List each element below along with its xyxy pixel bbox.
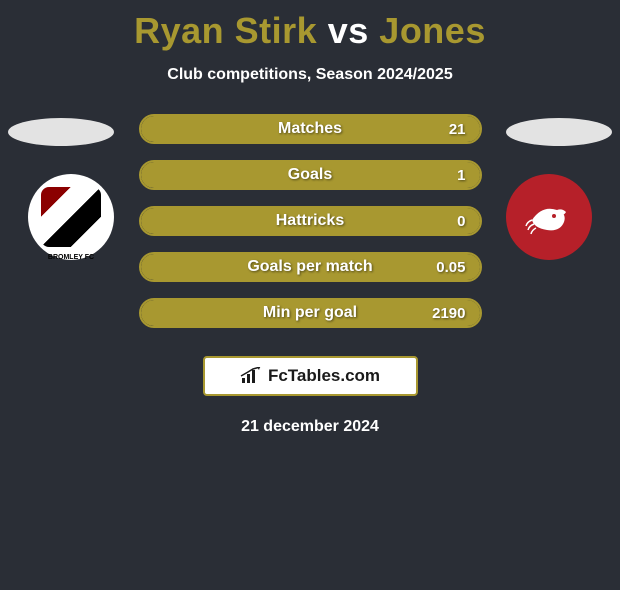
fctables-text: FcTables.com [268, 366, 380, 386]
vs-separator: vs [328, 10, 369, 51]
bar-value: 0 [457, 213, 465, 230]
player2-name: Jones [379, 10, 486, 51]
bar-value: 0.05 [436, 259, 465, 276]
subtitle: Club competitions, Season 2024/2025 [0, 66, 620, 84]
player1-name: Ryan Stirk [134, 10, 317, 51]
bar-label: Goals [141, 166, 480, 184]
stat-bar: Goals1 [139, 160, 482, 190]
club-badge-left [28, 174, 114, 260]
bar-value: 1 [457, 167, 465, 184]
stat-bar: Min per goal2190 [139, 298, 482, 328]
bar-label: Min per goal [141, 304, 480, 322]
bar-label: Matches [141, 120, 480, 138]
stat-bar: Matches21 [139, 114, 482, 144]
bar-label: Hattricks [141, 212, 480, 230]
bromley-crest-icon [41, 187, 101, 247]
stat-bar: Hattricks0 [139, 206, 482, 236]
fctables-logo: FcTables.com [203, 356, 418, 396]
bar-value: 2190 [432, 305, 465, 322]
comparison-title: Ryan Stirk vs Jones [0, 10, 620, 52]
morecambe-crest-icon [522, 190, 576, 244]
bar-label: Goals per match [141, 258, 480, 276]
bar-value: 21 [449, 121, 466, 138]
content-area: Matches21 Goals1 Hattricks0 Goals per match… [0, 114, 620, 436]
player1-ellipse [8, 118, 114, 146]
date-label: 21 december 2024 [0, 418, 620, 436]
stat-bars: Matches21 Goals1 Hattricks0 Goals per match… [139, 114, 482, 328]
chart-icon [240, 367, 262, 385]
stat-bar: Goals per match0.05 [139, 252, 482, 282]
player2-ellipse [506, 118, 612, 146]
club-badge-right [506, 174, 592, 260]
